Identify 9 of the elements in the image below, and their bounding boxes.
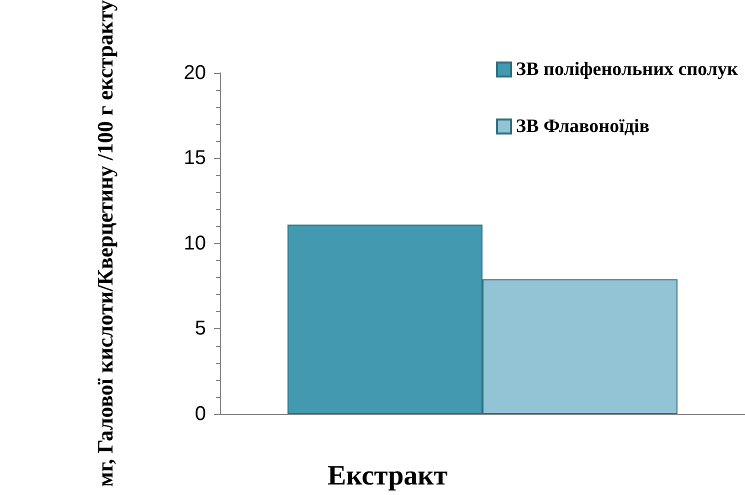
y-tick-label: 5 [194, 318, 206, 340]
y-tick-label: 15 [184, 147, 206, 170]
x-axis-title: Екстракт [327, 460, 448, 492]
y-tick-label: 20 [184, 62, 206, 84]
y-tick-label: 0 [194, 403, 206, 425]
legend-label: ЗВ поліфенольних сполук [516, 59, 738, 80]
y-tick-label: 10 [184, 232, 206, 254]
legend-label: ЗВ Флавоноїдів [516, 116, 650, 137]
y-axis-title: мг, Галової кислоти/Кверцетину /100 г екстракту [92, 0, 118, 487]
